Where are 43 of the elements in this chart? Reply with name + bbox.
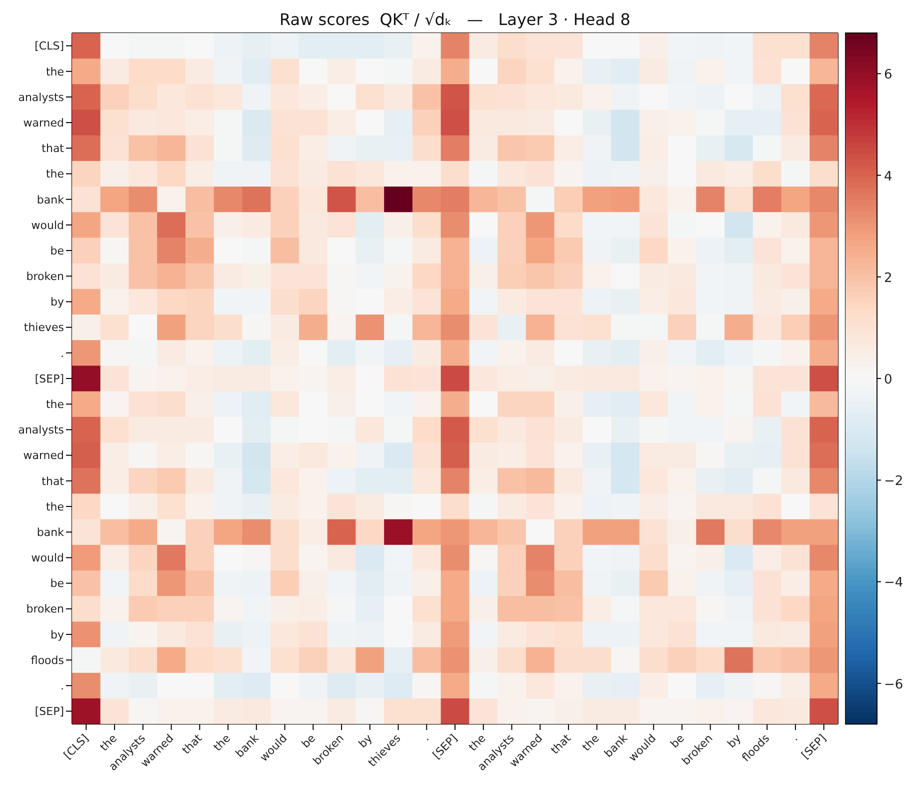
- x-tick-label: be: [668, 732, 688, 751]
- color-bar-label: −2: [884, 474, 904, 490]
- y-tick-label: floods: [30, 654, 64, 667]
- color-bar-label: 6: [884, 68, 892, 83]
- y-tick-label: bank: [36, 526, 65, 539]
- y-tick-label: by: [50, 628, 64, 642]
- y-tick-label: warned: [23, 116, 64, 130]
- y-tick-label: the: [46, 500, 64, 514]
- y-tick-label: that: [42, 474, 65, 488]
- color-bar-label: 0: [884, 372, 892, 388]
- x-tick-label: .: [788, 732, 800, 744]
- y-tick-label: [CLS]: [34, 40, 64, 53]
- color-bar-label: 2: [884, 270, 892, 286]
- y-tick-label: broken: [26, 602, 64, 616]
- color-bar-label: −4: [884, 576, 904, 591]
- y-tick-label: that: [42, 142, 65, 156]
- y-tick-label: bank: [36, 193, 65, 206]
- x-tick-label: .: [420, 732, 432, 744]
- y-tick-label: [SEP]: [34, 372, 64, 386]
- y-tick-label: the: [46, 65, 64, 78]
- y-tick-label: analysts: [18, 90, 64, 104]
- x-tick-label: the: [211, 732, 234, 754]
- x-tick-label: that: [180, 731, 206, 757]
- y-tick-label: .: [60, 680, 64, 693]
- y-tick-label: thieves: [24, 321, 64, 334]
- x-tick-label: by: [724, 731, 744, 750]
- y-tick-label: be: [50, 577, 64, 590]
- x-tick-label: be: [299, 732, 318, 751]
- y-tick-label: the: [46, 168, 64, 181]
- y-tick-label: would: [31, 218, 64, 232]
- y-tick-label: warned: [23, 449, 64, 462]
- y-tick-label: would: [31, 552, 64, 565]
- x-tick-label: the: [580, 732, 602, 754]
- chart-title: Raw scores QKᵀ / √dₖ — Layer 3 · Head 8: [278, 10, 632, 29]
- y-tick-label: analysts: [18, 424, 64, 437]
- color-bar-label: −6: [884, 677, 904, 692]
- y-tick-label: the: [46, 398, 64, 411]
- y-tick-label: [SEP]: [34, 705, 64, 718]
- color-bar-label: 4: [884, 169, 892, 184]
- y-tick-label: by: [50, 296, 64, 309]
- y-tick-label: .: [60, 346, 64, 360]
- y-tick-label: broken: [26, 270, 64, 284]
- y-tick-label: be: [50, 244, 64, 258]
